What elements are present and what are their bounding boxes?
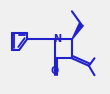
- Text: O: O: [51, 66, 59, 76]
- Polygon shape: [72, 23, 83, 39]
- Text: N: N: [53, 34, 61, 44]
